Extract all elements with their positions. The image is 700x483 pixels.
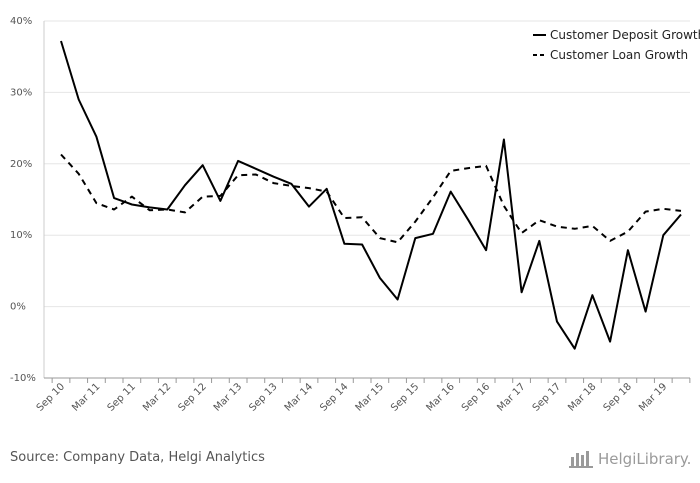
line-chart: -10%0%10%20%30%40% Sep 10 Mar 11 Sep 11 Mar… (10, 16, 700, 414)
loan-growth-line (60, 153, 682, 244)
x-tick-label: Mar 12 (141, 381, 173, 413)
y-tick-label: 10% (10, 230, 32, 241)
logo-text: HelgiLibrary. (598, 450, 692, 468)
x-axis: Sep 10 Mar 11 Sep 11 Mar 12 Sep 12 Mar 13 Sep … (35, 377, 691, 414)
x-tick-label: Mar 14 (283, 381, 315, 413)
deposit-growth-line (60, 40, 682, 350)
x-tick-label: Sep 13 (247, 381, 279, 413)
x-tick-label: Sep 11 (106, 381, 138, 413)
legend: Customer Deposit Growth Customer Loan Gro… (533, 28, 700, 62)
x-tick-label: Mar 16 (424, 381, 456, 413)
legend-label: Customer Loan Growth (550, 48, 688, 62)
series-lines (60, 40, 682, 350)
x-tick-label: Mar 18 (566, 381, 598, 413)
x-tick-label: Mar 13 (212, 381, 244, 413)
y-tick-label: 20% (10, 159, 32, 170)
x-tick-label: Mar 17 (495, 381, 527, 413)
helgi-library-logo[interactable]: HelgiLibrary. (568, 448, 691, 470)
y-tick-label: -10% (10, 373, 36, 384)
y-tick-label: 40% (10, 16, 32, 27)
x-tick-label: Sep 10 (35, 381, 67, 413)
y-tick-label: 0% (10, 302, 26, 313)
x-tick-label: Sep 16 (460, 381, 492, 413)
y-tick-label: 30% (10, 87, 32, 98)
x-tick-label: Sep 18 (602, 381, 634, 413)
x-tick-label: Sep 14 (318, 381, 350, 413)
y-axis: -10% 0% 10% 20% 30% 40% (10, 16, 45, 384)
x-tick-label: Mar 19 (637, 381, 669, 413)
x-tick-label: Mar 11 (70, 381, 102, 413)
x-tick-label: Sep 17 (531, 381, 563, 413)
library-icon (569, 451, 593, 468)
x-tick-label: Sep 12 (176, 381, 208, 413)
source-note: Source: Company Data, Helgi Analytics (10, 450, 265, 465)
gridlines (44, 20, 690, 379)
legend-label: Customer Deposit Growth (550, 28, 700, 42)
x-tick-label: Sep 15 (389, 381, 421, 413)
x-tick-label: Mar 15 (354, 381, 386, 413)
